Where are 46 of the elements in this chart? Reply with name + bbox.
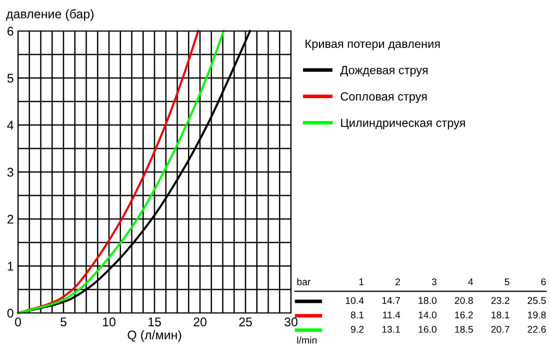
legend-label: Цилиндрическая струя [341,118,465,130]
text: 20.7 [491,326,510,333]
legend-label: Дождевая струя [340,66,428,77]
text: 2 [396,278,400,286]
text: 19.8 [528,311,546,318]
x-tick-label: 15 [148,318,161,326]
y-tick-label: 3 [7,168,14,177]
y-tick-label: 1 [8,262,14,271]
text: 20.8 [454,297,473,304]
text: 16.0 [418,326,437,333]
text: 14.7 [382,297,400,304]
x-tick-label: 20 [194,317,206,326]
x-tick-label: 25 [239,317,252,326]
text: 25.5 [528,297,546,304]
text: 5 [504,278,510,286]
text: 11.4 [383,312,400,318]
text: 23.2 [491,297,510,304]
text: 1 [359,278,364,286]
text: 18.1 [492,311,510,318]
text: l/min [297,336,317,344]
text: 6 [541,278,546,286]
x-axis-title: Q (л/мин) [128,330,182,342]
text: 14.0 [418,311,437,318]
text: 3 [432,278,436,286]
legend-title: Кривая потери давления [306,40,440,50]
text: 16.2 [455,311,473,318]
x-tick-label: 0 [15,317,21,326]
y-axis-title: давление (бар) [6,9,94,21]
y-tick-label: 5 [7,74,14,83]
y-tick-label: 4 [7,120,14,130]
y-tick-label: 2 [8,214,14,224]
x-tick-label: 30 [284,317,298,326]
text: 13.1 [382,326,400,333]
text: 18.5 [455,326,473,333]
text: 8.1 [350,311,364,318]
text: bar [297,278,311,286]
y-tick-label: 6 [8,26,14,36]
legend-label: Сопловая струя [340,92,427,103]
text: 22.6 [528,326,546,333]
text: 4 [468,278,474,286]
x-tick-label: 5 [60,318,66,326]
text: 9.2 [350,326,364,333]
text: 18.0 [418,297,437,304]
text: 10.4 [346,297,364,304]
x-tick-label: 10 [103,317,116,326]
y-tick-label: 0 [7,308,14,318]
